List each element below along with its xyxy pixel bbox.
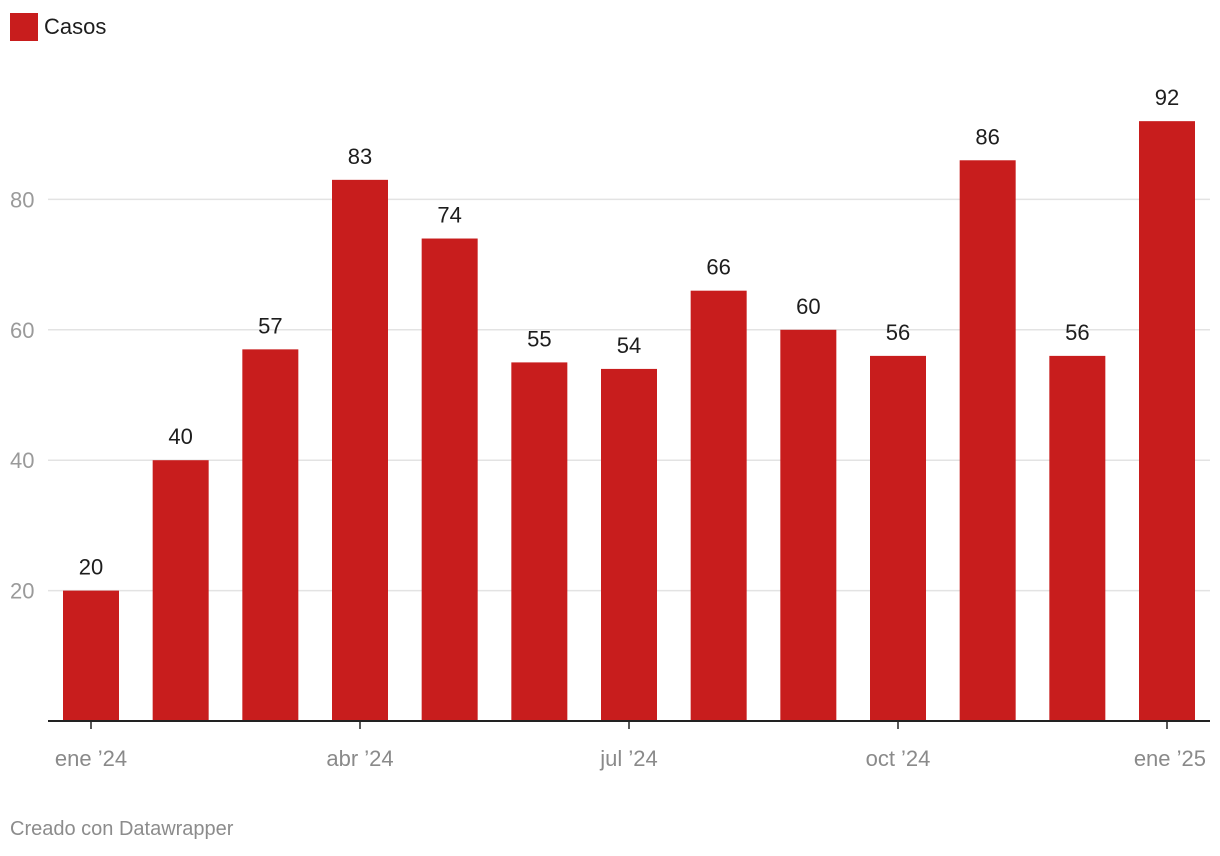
- x-tick-label: jul ’24: [599, 746, 657, 771]
- bar: [1139, 121, 1195, 721]
- bar: [242, 349, 299, 721]
- data-label: 86: [975, 124, 999, 149]
- x-tick-label: oct ’24: [866, 746, 931, 771]
- data-label: 57: [258, 313, 282, 338]
- data-label: 60: [796, 294, 820, 319]
- y-tick-label: 40: [10, 448, 34, 473]
- legend-swatch: [10, 13, 38, 41]
- data-label: 55: [527, 326, 551, 351]
- y-tick-label: 60: [10, 318, 34, 343]
- bar: [511, 362, 568, 721]
- data-label: 20: [79, 555, 103, 580]
- x-tick-label: abr ’24: [326, 746, 393, 771]
- y-tick-label: 80: [10, 187, 34, 212]
- data-label: 54: [617, 333, 641, 358]
- x-tick-label: ene ’24: [55, 746, 127, 771]
- bar: [63, 590, 119, 721]
- bar: [601, 368, 657, 721]
- bar: [332, 179, 388, 722]
- bar: [421, 238, 478, 721]
- data-label: 56: [1065, 320, 1089, 345]
- bar-chart: 20 40 57 83 74 55 54 66 60 56 86 56 92 20 40 60 80 ene …: [10, 85, 1210, 771]
- y-tick-label: 20: [10, 579, 34, 604]
- data-labels: 20 40 57 83 74 55 54 66 60 56 86 56 92: [79, 85, 1179, 579]
- data-label: 74: [437, 203, 461, 228]
- legend: Casos: [10, 12, 106, 42]
- bar: [1049, 355, 1106, 721]
- data-label: 56: [886, 320, 910, 345]
- bar: [690, 290, 747, 721]
- data-label: 66: [706, 255, 730, 280]
- legend-label: Casos: [44, 14, 107, 39]
- bars: [63, 121, 1195, 722]
- data-label: 83: [348, 144, 372, 169]
- data-label: 92: [1155, 85, 1179, 110]
- bar: [959, 160, 1016, 721]
- x-tick-label: ene ’25: [1134, 746, 1206, 771]
- y-axis-ticks: 20 40 60 80: [10, 187, 34, 603]
- credit-text: Creado con Datawrapper: [10, 818, 234, 840]
- bar: [780, 329, 837, 721]
- bar: [870, 355, 926, 721]
- data-label: 40: [168, 424, 192, 449]
- x-axis: ene ’24 abr ’24 jul ’24 oct ’24 ene ’25: [48, 720, 1210, 771]
- bar: [152, 460, 209, 721]
